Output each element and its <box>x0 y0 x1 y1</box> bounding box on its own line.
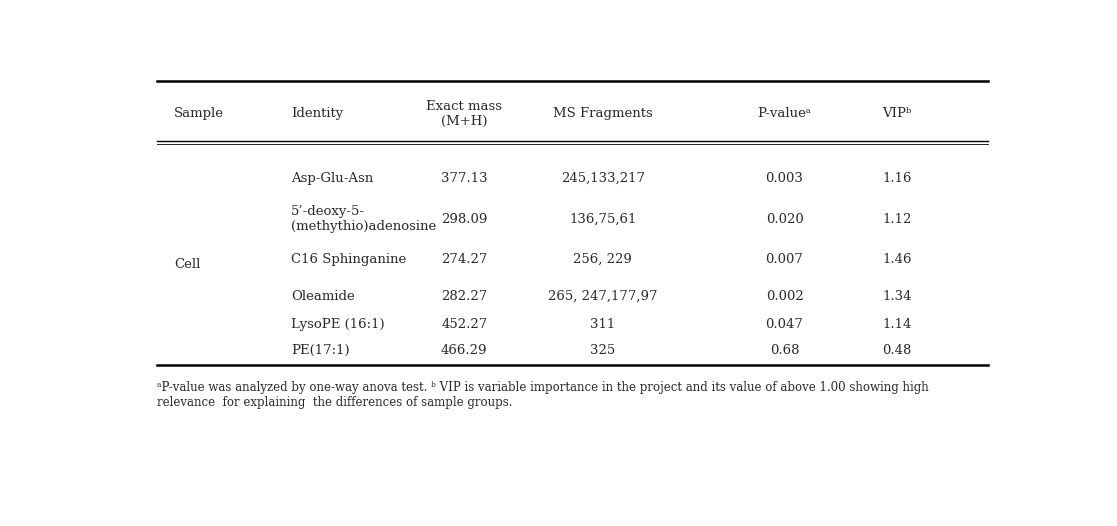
Text: Sample: Sample <box>174 107 225 120</box>
Text: 245,133,217: 245,133,217 <box>561 172 645 185</box>
Text: 0.68: 0.68 <box>770 344 800 357</box>
Text: 274.27: 274.27 <box>441 253 487 266</box>
Text: 282.27: 282.27 <box>441 289 487 302</box>
Text: 325: 325 <box>590 344 615 357</box>
Text: Cell: Cell <box>174 258 201 271</box>
Text: 136,75,61: 136,75,61 <box>569 213 637 226</box>
Text: 1.12: 1.12 <box>882 213 911 226</box>
Text: Oleamide: Oleamide <box>292 289 355 302</box>
Text: 452.27: 452.27 <box>441 318 487 331</box>
Text: 0.48: 0.48 <box>882 344 911 357</box>
Text: 1.46: 1.46 <box>882 253 911 266</box>
Text: 265, 247,177,97: 265, 247,177,97 <box>548 289 658 302</box>
Text: 0.002: 0.002 <box>765 289 803 302</box>
Text: 5’-deoxy-5-
(methythio)adenosine: 5’-deoxy-5- (methythio)adenosine <box>292 205 437 233</box>
Text: LysoPE (16:1): LysoPE (16:1) <box>292 318 384 331</box>
Text: 1.16: 1.16 <box>882 172 911 185</box>
Text: 256, 229: 256, 229 <box>573 253 632 266</box>
Text: MS Fragments: MS Fragments <box>553 107 652 120</box>
Text: 298.09: 298.09 <box>441 213 487 226</box>
Text: 0.020: 0.020 <box>765 213 803 226</box>
Text: Asp-Glu-Asn: Asp-Glu-Asn <box>292 172 373 185</box>
Text: 0.007: 0.007 <box>765 253 803 266</box>
Text: 1.14: 1.14 <box>882 318 911 331</box>
Text: 311: 311 <box>590 318 615 331</box>
Text: ᵃP-value was analyzed by one-way anova test. ᵇ VIP is variable importance in the: ᵃP-value was analyzed by one-way anova t… <box>156 381 928 409</box>
Text: Identity: Identity <box>292 107 343 120</box>
Text: Exact mass
(M+H): Exact mass (M+H) <box>427 100 503 128</box>
Text: PE(17:1): PE(17:1) <box>292 344 350 357</box>
Text: 0.003: 0.003 <box>765 172 803 185</box>
Text: 377.13: 377.13 <box>441 172 487 185</box>
Text: 0.047: 0.047 <box>765 318 803 331</box>
Text: 466.29: 466.29 <box>441 344 487 357</box>
Text: VIPᵇ: VIPᵇ <box>882 107 911 120</box>
Text: 1.34: 1.34 <box>882 289 911 302</box>
Text: C16 Sphinganine: C16 Sphinganine <box>292 253 407 266</box>
Text: P-valueᵃ: P-valueᵃ <box>757 107 811 120</box>
